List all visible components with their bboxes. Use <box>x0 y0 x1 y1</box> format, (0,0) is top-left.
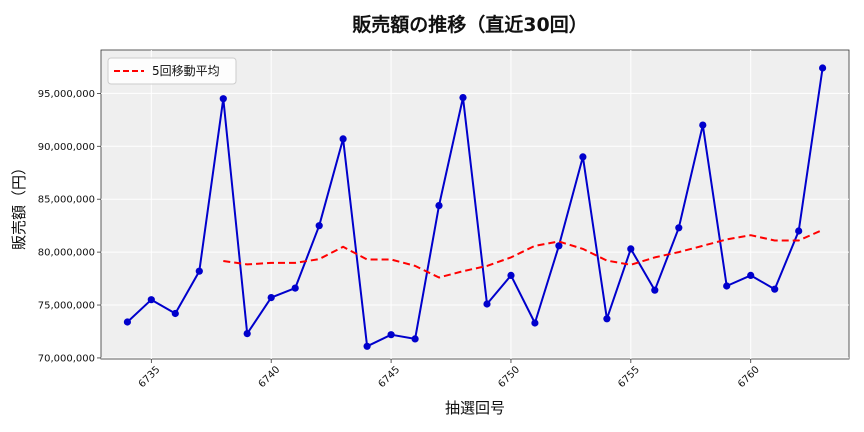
sales-data-point <box>195 267 203 275</box>
x-tick-label: 6740 <box>257 364 283 390</box>
sales-data-point <box>483 300 491 308</box>
sales-data-point <box>819 64 827 72</box>
sales-series-line <box>126 67 824 348</box>
x-axis-ticks: 6735 6740 6745 6750 6755 6760 <box>137 359 762 390</box>
sales-data-point <box>675 224 683 232</box>
sales-data-point <box>531 319 539 327</box>
sales-data-point <box>507 271 515 279</box>
sales-data-point <box>267 294 275 302</box>
y-tick-label: 70,000,000 <box>38 353 95 364</box>
legend: 5回移動平均 <box>107 57 237 85</box>
y-tick-label: 95,000,000 <box>38 89 95 100</box>
sales-data-point <box>699 121 707 129</box>
x-axis-label: 抽選回号 <box>445 399 505 417</box>
sales-data-point <box>123 318 131 326</box>
sales-data-point <box>747 271 755 279</box>
sales-data-point <box>411 335 419 343</box>
sales-data-point <box>291 284 299 292</box>
x-tick-label: 6755 <box>616 364 642 390</box>
legend-box <box>107 57 237 85</box>
legend-label-moving-average: 5回移動平均 <box>152 64 220 78</box>
sales-data-point <box>459 94 467 102</box>
sales-data-point <box>147 296 155 304</box>
sales-data-point <box>579 153 587 161</box>
sales-data-point <box>627 245 635 253</box>
y-tick-label: 75,000,000 <box>38 301 95 312</box>
sales-data-point <box>219 95 227 103</box>
sales-data-point <box>171 309 179 318</box>
sales-data-point <box>795 227 803 235</box>
sales-data-point <box>651 286 659 294</box>
chart-title: 販売額の推移（直近30回） <box>352 13 587 36</box>
sales-data-point <box>771 285 779 293</box>
x-tick-label: 6750 <box>496 364 522 390</box>
sales-data-point <box>387 331 395 339</box>
y-tick-label: 90,000,000 <box>38 142 95 153</box>
x-tick-label: 6745 <box>376 364 402 390</box>
sales-data-point <box>603 315 611 323</box>
moving-average-line <box>223 228 824 279</box>
y-axis-label: 販売額（円） <box>10 160 28 250</box>
series-layer <box>123 64 827 350</box>
sales-data-point <box>723 282 731 290</box>
sales-data-point <box>315 222 323 230</box>
y-tick-label: 80,000,000 <box>38 248 95 259</box>
x-tick-label: 6735 <box>137 364 163 390</box>
sales-data-point <box>339 135 347 143</box>
sales-data-point <box>363 342 371 350</box>
y-axis-ticks: 70,000,000 75,000,000 80,000,000 85,000,000… <box>38 89 101 364</box>
sales-data-point <box>243 330 251 338</box>
y-tick-label: 85,000,000 <box>38 195 95 206</box>
sales-data-point <box>435 202 443 210</box>
sales-data-point <box>555 242 563 250</box>
x-tick-label: 6760 <box>736 364 762 390</box>
